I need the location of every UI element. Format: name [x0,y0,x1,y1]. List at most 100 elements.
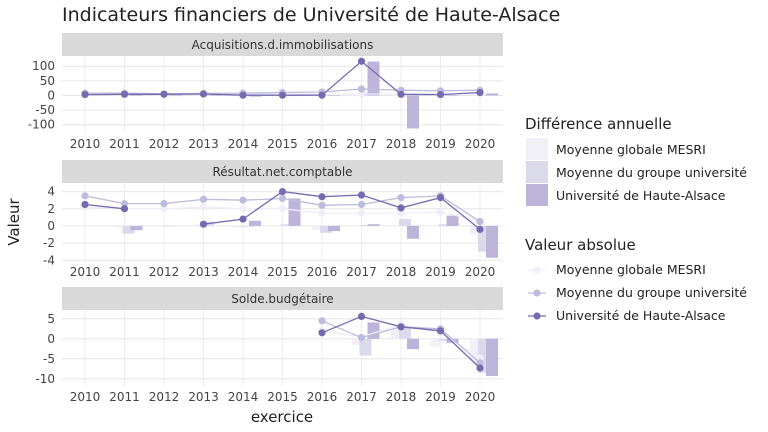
data-point [436,327,445,335]
data-point [160,200,168,208]
facet-panel: Solde.budgétaire 5 0 -5 -10 2010 2011 2012 2013 2… [35,287,503,404]
bar [201,95,214,96]
data-point [81,192,89,200]
bar [470,95,482,96]
data-point [199,203,208,211]
x-tick-label: 2019 [425,265,456,279]
data-point [436,193,445,202]
bar [407,338,419,350]
bar [446,215,459,226]
x-tick-label: 2016 [307,137,338,151]
bar [312,225,324,231]
y-tick-label: 0 [47,332,55,346]
bar [351,338,364,345]
bar [193,224,206,226]
data-point [357,191,366,199]
y-tick-label: 2 [47,202,55,216]
y-tick-label: 50 [40,74,55,88]
data-point [199,90,208,98]
bar [328,225,340,232]
bar [438,95,451,97]
x-tick-label: 2014 [228,265,259,279]
bar [351,225,364,227]
x-tick-label: 2016 [307,390,338,404]
bar [249,95,261,97]
bar [162,225,174,227]
data-point [278,194,287,203]
x-tick-label: 2015 [267,137,298,151]
legend-line-label: Université de Haute-Alsace [556,308,726,323]
data-point [357,90,366,98]
x-tick-label: 2017 [346,265,377,279]
data-point [120,90,129,98]
x-tick-label: 2012 [149,137,180,151]
bar [288,198,301,226]
bar [470,225,482,235]
bar [241,225,253,227]
data-point [476,364,484,372]
y-tick-label: 100 [32,59,55,73]
bar [399,95,411,97]
bar [367,61,380,96]
data-point [318,317,326,325]
x-tick-label: 2014 [228,137,259,151]
bar [407,95,419,129]
bar [391,95,403,97]
x-tick-label: 2020 [465,137,496,151]
legend-line-label: Moyenne du groupe université [556,285,747,300]
bar [486,225,498,258]
data-point [357,57,366,65]
bar [272,225,285,227]
bar [280,224,293,226]
x-tick-label: 2015 [267,390,298,404]
x-tick-label: 2016 [307,265,338,279]
data-point [81,200,89,209]
data-point [397,209,405,217]
x-tick-label: 2010 [70,390,101,404]
data-point [397,204,405,212]
legend-point-key [533,312,541,320]
bar [320,225,332,233]
data-point [318,201,326,209]
facet-strip [62,287,503,310]
data-point [278,91,287,99]
facet-panel: Acquisitions.d.immobilisations 100500-50-… [28,33,503,151]
bar [399,219,411,226]
data-point [476,225,484,233]
data-point [160,90,168,98]
y-tick-label: -50 [35,103,55,117]
bar [233,95,245,97]
x-tick-label: 2017 [346,390,377,404]
x-tick-label: 2011 [109,265,140,279]
bar [233,225,245,228]
data-point [239,196,247,204]
data-point [278,187,287,196]
bar [154,95,166,97]
bar [486,338,498,376]
legend-bar-title: Différence annuelle [525,115,672,133]
bar [399,328,411,339]
bar [438,224,451,226]
bar [249,220,261,226]
legend-bar-label: Moyenne globale MESRI [556,142,706,157]
data-point [318,209,326,217]
data-point [318,193,326,201]
legend-bar-key [526,184,548,206]
data-point [357,209,366,217]
legend-line-label: Moyenne globale MESRI [556,262,706,277]
bar [114,225,127,228]
data-point [476,218,484,226]
bar [391,225,403,227]
x-axis-title: exercice [251,408,313,426]
legend-point-key [533,266,541,274]
bar [359,225,372,226]
x-tick-label: 2018 [386,265,417,279]
y-tick-label: 5 [47,312,55,326]
data-point [120,200,129,208]
legend-bar-key [526,138,548,160]
bar [122,225,135,234]
bar [209,95,222,96]
bar [430,95,443,97]
data-point [239,205,247,213]
